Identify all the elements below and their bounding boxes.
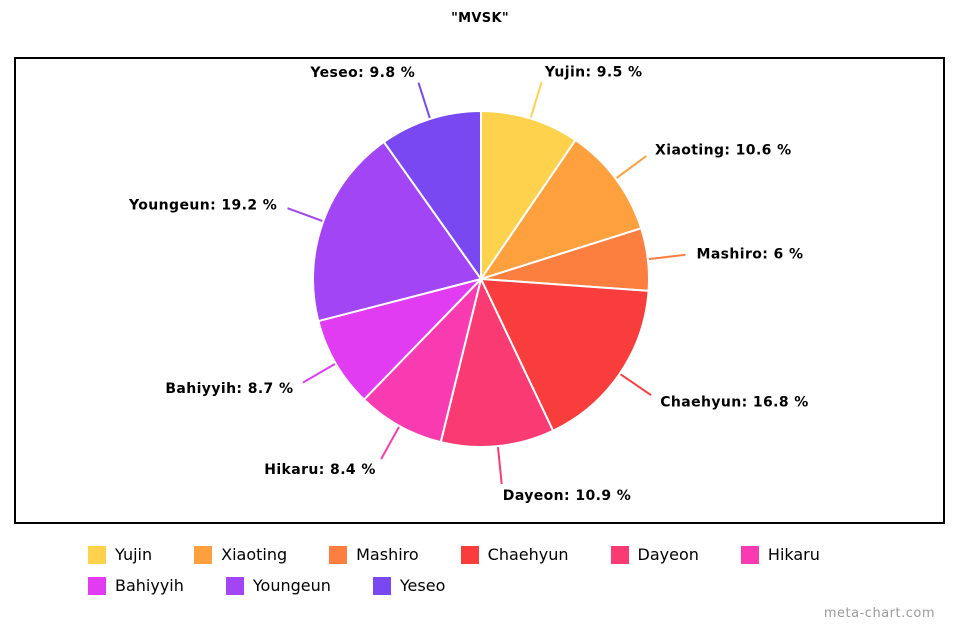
- legend: Yujin Xiaoting Mashiro Chaehyun Dayeon Hikaru…: [88, 545, 918, 607]
- legend-item-bahiyyih: Bahiyyih: [88, 576, 184, 595]
- legend-item-youngeun: Youngeun: [225, 576, 331, 595]
- leader-line-hikaru: [380, 426, 400, 460]
- legend-swatch-hikaru: [740, 545, 759, 564]
- legend-item-hikaru: Hikaru: [740, 545, 820, 564]
- legend-swatch-xiaoting: [194, 545, 213, 564]
- legend-swatch-yujin: [88, 545, 106, 564]
- leader-line-yujin: [529, 81, 543, 118]
- legend-swatch-yeseo: [372, 576, 391, 595]
- slice-label-hikaru: Hikaru: 8.4 %: [264, 462, 376, 478]
- watermark: meta-chart.com: [823, 606, 935, 621]
- legend-label: Xiaoting: [221, 545, 288, 564]
- slice-label-chaehyun: Chaehyun: 16.8 %: [660, 394, 809, 410]
- pie-slice-hikaru: [362, 278, 482, 444]
- slice-label-yeseo: Yeseo: 9.8 %: [309, 65, 415, 81]
- legend-label: Yujin: [115, 545, 153, 564]
- legend-swatch-bahiyyih: [88, 576, 106, 595]
- legend-label: Dayeon: [637, 545, 699, 564]
- legend-row: Yujin Xiaoting Mashiro Chaehyun Dayeon Hikaru: [88, 545, 918, 564]
- pie-slice-dayeon: [439, 278, 555, 448]
- legend-item-chaehyun: Chaehyun: [460, 545, 569, 564]
- legend-item-dayeon: Dayeon: [610, 545, 699, 564]
- chart-area: Yujin: 9.5 % Xiaoting: 10.6 % Mashiro: 6 %…: [14, 57, 945, 524]
- legend-item-mashiro: Mashiro: [329, 545, 419, 564]
- pie-slice-xiaoting: [480, 139, 643, 280]
- legend-label: Bahiyyih: [115, 576, 184, 595]
- pie-slice-bahiyyih: [317, 278, 482, 401]
- legend-swatch-mashiro: [329, 545, 348, 564]
- slice-label-yujin: Yujin: 9.5 %: [544, 65, 643, 81]
- legend-label: Yeseo: [399, 576, 446, 595]
- leader-line-chaehyun: [620, 373, 652, 396]
- leader-line-mashiro: [648, 253, 686, 261]
- pie-slice-chaehyun: [480, 278, 650, 432]
- leader-line-youngeun: [287, 207, 323, 222]
- leader-line-bahiyyih: [302, 363, 336, 384]
- leader-line-yeseo: [417, 82, 431, 119]
- pie-slice-youngeun: [311, 140, 482, 323]
- legend-label: Mashiro: [356, 545, 419, 564]
- legend-swatch-youngeun: [225, 576, 244, 595]
- slice-label-xiaoting: Xiaoting: 10.6 %: [655, 142, 791, 158]
- slice-label-bahiyyih: Bahiyyih: 8.7 %: [165, 381, 293, 397]
- leader-line-dayeon: [496, 447, 503, 485]
- legend-item-yujin: Yujin: [88, 545, 152, 564]
- legend-swatch-dayeon: [610, 545, 629, 564]
- leader-line-xiaoting: [615, 155, 647, 179]
- legend-item-yeseo: Yeseo: [372, 576, 446, 595]
- pie-chart: Yujin: 9.5 % Xiaoting: 10.6 % Mashiro: 6 %…: [128, 65, 809, 504]
- slice-label-mashiro: Mashiro: 6 %: [696, 246, 803, 262]
- legend-swatch-chaehyun: [460, 545, 479, 564]
- legend-label: Chaehyun: [487, 545, 569, 564]
- legend-item-xiaoting: Xiaoting: [194, 545, 287, 564]
- slice-label-dayeon: Dayeon: 10.9 %: [503, 488, 631, 504]
- pie-slice-yujin: [480, 110, 577, 280]
- legend-row: Bahiyyih Youngeun Yeseo: [88, 576, 918, 595]
- chart-title: "MVSK": [451, 11, 509, 26]
- legend-label: Youngeun: [252, 576, 331, 595]
- pie-slice-yeseo: [382, 110, 482, 280]
- legend-label: Hikaru: [767, 545, 820, 564]
- slice-label-youngeun: Youngeun: 19.2 %: [128, 197, 277, 213]
